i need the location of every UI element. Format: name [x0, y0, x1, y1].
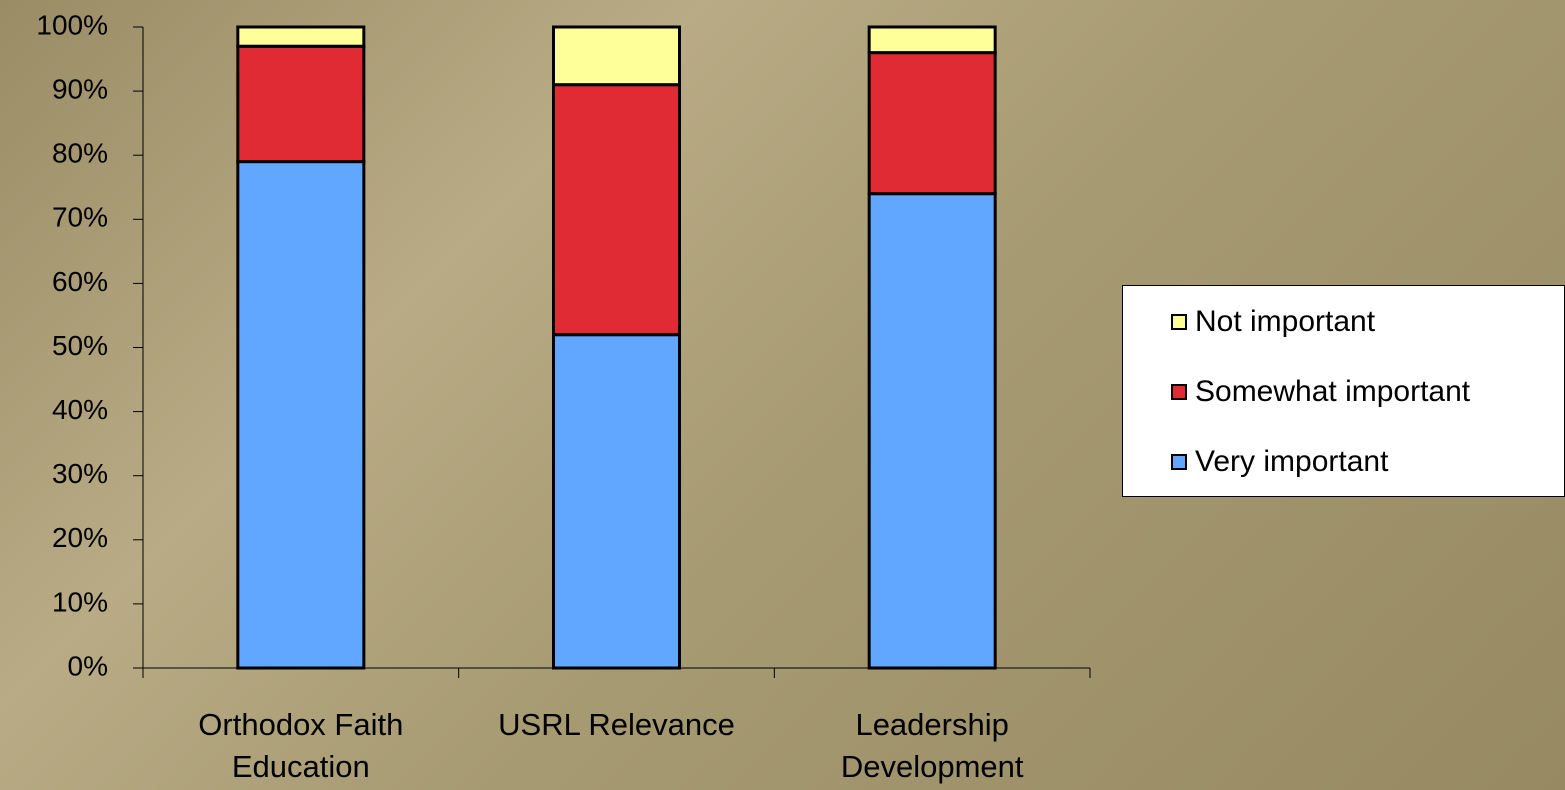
legend-label: Very important — [1195, 445, 1389, 478]
legend-item: Not important — [1171, 302, 1375, 342]
y-tick-label: 40% — [52, 394, 108, 425]
bar-segment — [236, 44, 366, 164]
bar-segment — [867, 51, 997, 196]
y-tick-label: 100% — [36, 9, 108, 40]
y-tick-label: 10% — [52, 586, 108, 617]
bar-segment — [552, 333, 681, 670]
y-tick-label: 0% — [68, 650, 108, 681]
y-tick-label: 30% — [52, 458, 108, 489]
legend-swatch — [1171, 384, 1187, 400]
legend-label: Not important — [1195, 305, 1376, 338]
legend-swatch — [1171, 454, 1187, 470]
legend-swatch — [1171, 314, 1187, 330]
bar-segment — [552, 83, 681, 337]
y-tick-label: 70% — [52, 202, 108, 233]
legend-item: Very important — [1171, 442, 1388, 482]
bar-segment — [236, 25, 366, 48]
bar-segment — [867, 192, 997, 670]
bar-segment — [867, 25, 997, 55]
y-tick-label: 90% — [52, 73, 108, 104]
legend-item: Somewhat important — [1171, 372, 1470, 412]
y-tick-label: 60% — [52, 266, 108, 297]
y-tick-label: 80% — [52, 138, 108, 169]
y-tick-label: 50% — [52, 330, 108, 361]
bar-segment — [552, 25, 681, 87]
x-tick-label: USRL Relevance — [498, 707, 735, 742]
y-tick-label: 20% — [52, 522, 108, 553]
legend: Very important Somewhat important Not impo… — [1122, 285, 1565, 497]
legend-label: Somewhat important — [1195, 375, 1471, 408]
x-tick-label: Leadership Development — [840, 707, 1024, 784]
bar-segment — [236, 160, 366, 670]
x-tick-label: Orthodox Faith Education — [198, 707, 404, 784]
